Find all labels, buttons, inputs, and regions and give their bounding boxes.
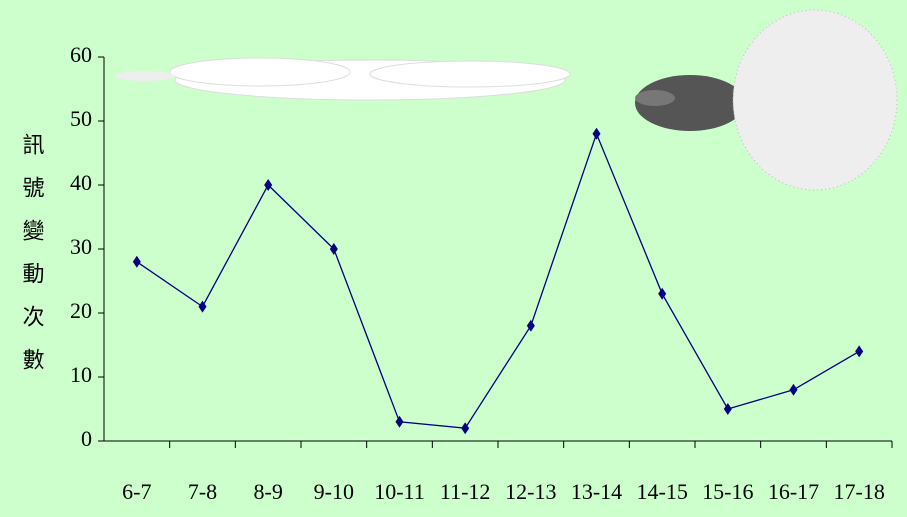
x-tick-label: 11-12 — [440, 479, 491, 504]
y-axis-label: 訊號變動次數 — [20, 133, 45, 391]
x-tick-label: 10-11 — [374, 479, 425, 504]
x-tick-label: 16-17 — [768, 479, 819, 504]
x-tick-label: 7-8 — [188, 479, 217, 504]
data-point — [198, 300, 207, 313]
y-tick-label: 60 — [70, 42, 92, 67]
x-tick-label: 9-10 — [314, 479, 354, 504]
x-tick-label: 14-15 — [637, 479, 688, 504]
data-point — [395, 415, 404, 428]
data-point — [461, 422, 470, 435]
data-point — [855, 345, 864, 358]
x-tick-label: 17-18 — [834, 479, 885, 504]
x-tick-label: 15-16 — [702, 479, 753, 504]
y-tick-label: 50 — [70, 106, 92, 131]
y-tick-label: 20 — [70, 298, 92, 323]
data-point — [329, 243, 338, 255]
x-tick-label: 13-14 — [571, 479, 622, 504]
series-line — [136, 131, 860, 429]
data-point — [789, 383, 798, 396]
data-point — [526, 319, 535, 332]
data-point — [264, 179, 273, 191]
data-point — [592, 127, 601, 140]
storm-cloud-decoration — [635, 9, 898, 191]
x-tick-label: 12-13 — [505, 479, 556, 504]
x-tick-label: 6-7 — [122, 479, 151, 504]
data-point — [658, 287, 667, 300]
y-tick-label: 40 — [70, 170, 92, 195]
y-tick-label: 30 — [70, 234, 92, 259]
cloud-decoration — [115, 57, 571, 101]
data-point — [132, 255, 141, 268]
y-tick-label: 0 — [81, 426, 92, 451]
x-tick-label: 8-9 — [254, 479, 283, 504]
data-point — [723, 403, 732, 415]
y-tick-label: 10 — [70, 362, 92, 387]
